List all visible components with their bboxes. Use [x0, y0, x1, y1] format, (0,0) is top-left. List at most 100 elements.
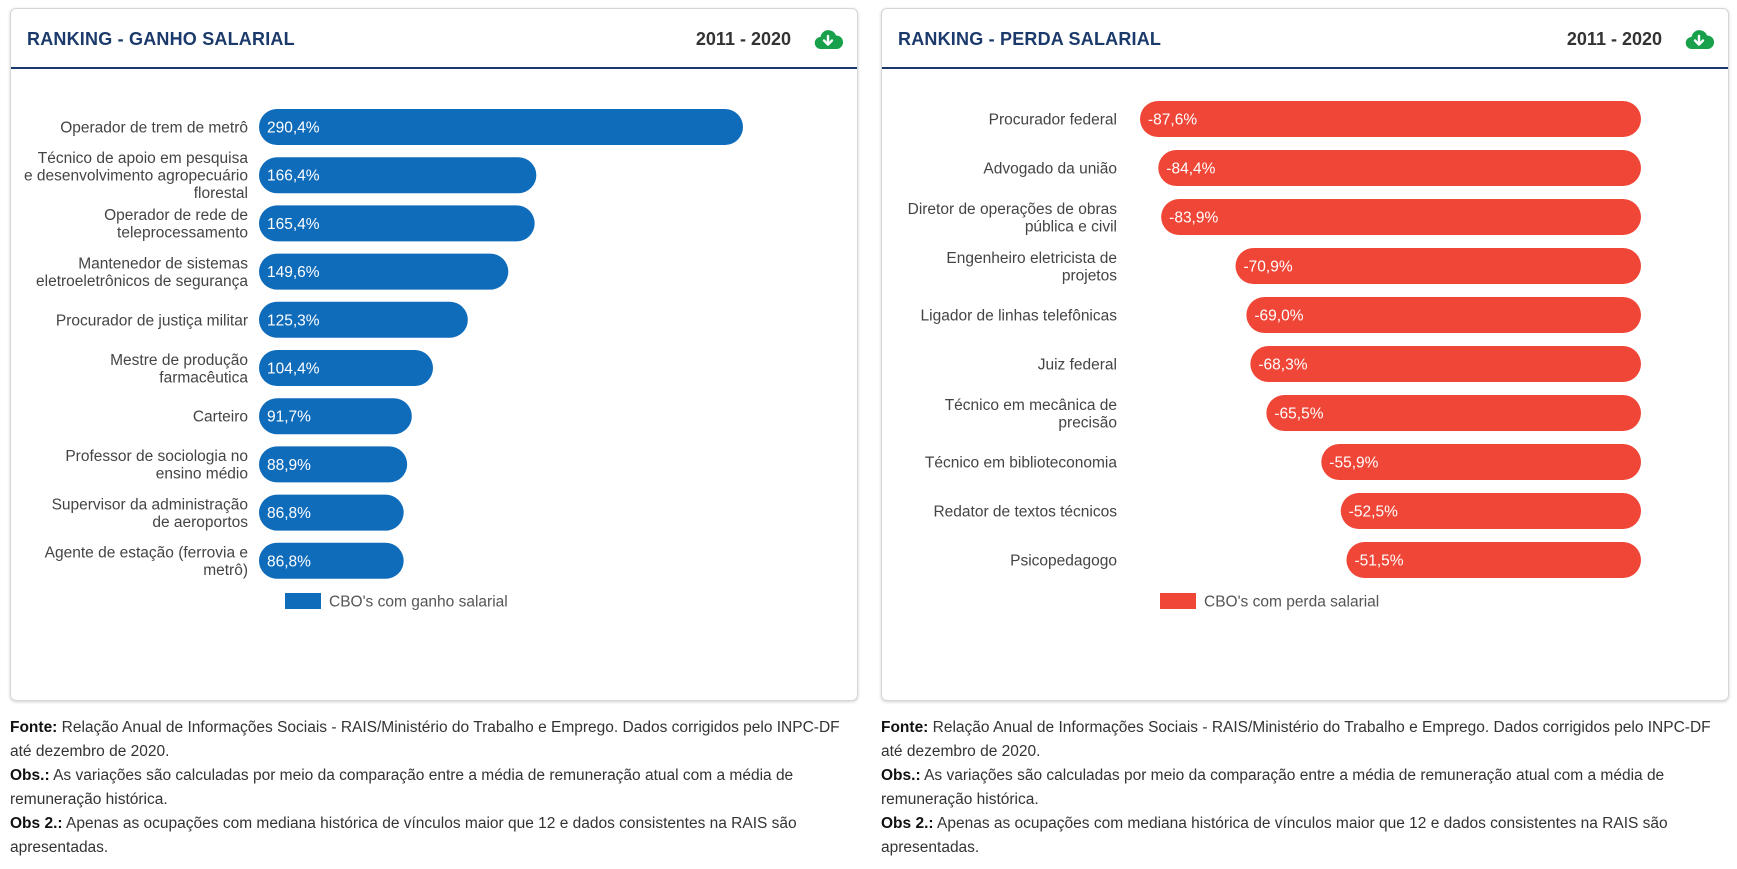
obs-note: Obs.: As variações são calculadas por me… [881, 764, 1729, 812]
period-label: 2011 - 2020 [695, 29, 791, 49]
category-label: Técnico em mecânica de precisão [945, 397, 1117, 432]
category-label: Juiz federal [1038, 357, 1117, 374]
bar [1161, 199, 1641, 235]
category-label: Carteiro [193, 409, 248, 426]
obs-label: Obs.: [10, 767, 50, 784]
category-label-line: Carteiro [193, 409, 248, 426]
bar-value-label: -69,0% [1254, 308, 1303, 325]
bar [1158, 150, 1641, 186]
category-label: Agente de estação (ferrovia e metrô) [45, 545, 248, 580]
category-label-line: Operador de trem de metrô [60, 120, 248, 137]
legend-swatch [285, 593, 321, 609]
bar-value-label: -52,5% [1349, 504, 1398, 521]
bar-value-label: 149,6% [267, 264, 320, 281]
category-label: Ligador de linhas telefônicas [921, 308, 1118, 325]
bar [259, 446, 408, 483]
cloud-download-icon[interactable] [813, 27, 843, 53]
gain-bar-chart: 290,4% Operador de trem de metrô 166,4% Téc… [24, 109, 743, 611]
cloud-download-icon[interactable] [1684, 27, 1714, 53]
bar-value-label: 290,4% [267, 120, 320, 137]
obs-note: Obs.: As variações são calculadas por me… [10, 764, 858, 812]
category-label-line: Professor de sociologia no [65, 448, 248, 465]
obs2-label: Obs 2.: [10, 815, 63, 832]
category-label: Advogado da união [983, 161, 1117, 178]
category-label: Operador de trem de metrô [60, 120, 248, 137]
category-label-line: pública e civil [1025, 218, 1117, 235]
category-label-line: Mantenedor de sistemas [78, 255, 248, 272]
chart-notes: Fonte: Relação Anual de Informações Soci… [10, 716, 858, 860]
category-label-line: Psicopedagogo [1010, 553, 1117, 570]
bar-value-label: -68,3% [1258, 357, 1307, 374]
category-label: Redator de textos técnicos [933, 504, 1117, 521]
bar-value-label: -87,6% [1148, 112, 1197, 129]
bar-value-label: -55,9% [1329, 455, 1378, 472]
category-label-line: Mestre de produção [110, 352, 248, 369]
bar-value-label: 91,7% [267, 409, 311, 426]
bar [259, 350, 433, 386]
chart-notes: Fonte: Relação Anual de Informações Soci… [881, 716, 1729, 860]
category-label-line: eletroeletrônicos de segurança [36, 273, 248, 290]
source-note: Fonte: Relação Anual de Informações Soci… [881, 716, 1729, 764]
category-label-line: Engenheiro eletricista de [946, 250, 1117, 267]
bar [1246, 297, 1641, 333]
category-label-line: precisão [1058, 414, 1117, 431]
bar [1140, 101, 1641, 137]
category-label-line: Supervisor da administração [52, 496, 248, 513]
loss-bar-chart: -87,6% Procurador federal -84,4% Advogado d… [908, 101, 1641, 611]
category-label-line: projetos [1062, 267, 1117, 284]
bar-value-label: -70,9% [1244, 259, 1293, 276]
bar [1346, 542, 1641, 578]
category-label: Técnico em biblioteconomia [925, 455, 1118, 472]
obs2-text: Apenas as ocupações com mediana históric… [10, 815, 797, 856]
bar-value-label: -84,4% [1166, 161, 1215, 178]
category-label: Supervisor da administração de aeroportos [52, 496, 249, 530]
bar [1321, 444, 1641, 480]
legend-swatch [1160, 593, 1196, 609]
category-label-line: Procurador de justiça militar [56, 312, 248, 329]
bar [259, 494, 404, 531]
source-label: Fonte: [10, 719, 58, 736]
category-label-line: Agente de estação (ferrovia e [45, 545, 248, 562]
obs2-note: Obs 2.: Apenas as ocupações com mediana … [10, 812, 858, 860]
category-label: Procurador federal [989, 112, 1117, 129]
obs2-note: Obs 2.: Apenas as ocupações com mediana … [881, 812, 1729, 860]
bar [259, 205, 535, 242]
obs-text: As variações são calculadas por meio da … [10, 767, 794, 808]
legend-label: CBO's com perda salarial [1204, 594, 1379, 611]
category-label-line: Ligador de linhas telefônicas [921, 308, 1118, 325]
category-label-line: Procurador federal [989, 112, 1117, 129]
category-label: Operador de rede de teleprocessamento [104, 207, 248, 242]
bar [259, 301, 468, 338]
card-header: RANKING - PERDA SALARIAL 2011 - 2020 [882, 9, 1728, 69]
category-label: Mantenedor de sistemas eletroeletrônicos … [36, 255, 248, 290]
bar-value-label: 166,4% [267, 168, 320, 185]
category-label-line: e desenvolvimento agropecuário [24, 168, 248, 185]
bar [1266, 395, 1641, 431]
source-text: Relação Anual de Informações Sociais - R… [10, 719, 840, 760]
category-label: Professor de sociologia no ensino médio [65, 448, 248, 483]
bar [259, 157, 537, 194]
bar [1235, 248, 1641, 284]
category-label-line: Juiz federal [1038, 357, 1117, 374]
category-label: Engenheiro eletricista de projetos [946, 250, 1117, 285]
bar-value-label: 88,9% [267, 457, 311, 474]
bar [259, 253, 509, 290]
category-label-line: Diretor de operações de obras [908, 201, 1118, 218]
category-label-line: Técnico em biblioteconomia [925, 455, 1118, 472]
loss-ranking-card: RANKING - PERDA SALARIAL 2011 - 2020 -87… [881, 8, 1729, 701]
category-label-line: florestal [194, 185, 248, 202]
bar-value-label: 86,8% [267, 505, 311, 522]
category-label-line: de aeroportos [152, 514, 248, 531]
source-text: Relação Anual de Informações Sociais - R… [881, 719, 1711, 760]
category-label-line: metrô) [203, 562, 248, 579]
period-label: 2011 - 2020 [1566, 29, 1662, 49]
bar [1340, 493, 1641, 529]
bar [259, 109, 743, 145]
source-label: Fonte: [881, 719, 929, 736]
category-label-line: ensino médio [156, 466, 248, 483]
bar-value-label: -83,9% [1169, 210, 1218, 227]
card-header: RANKING - GANHO SALARIAL 2011 - 2020 [11, 9, 857, 69]
bar-value-label: -65,5% [1274, 406, 1323, 423]
card-title: RANKING - PERDA SALARIAL [898, 29, 1162, 49]
bar-value-label: 104,4% [267, 361, 320, 378]
